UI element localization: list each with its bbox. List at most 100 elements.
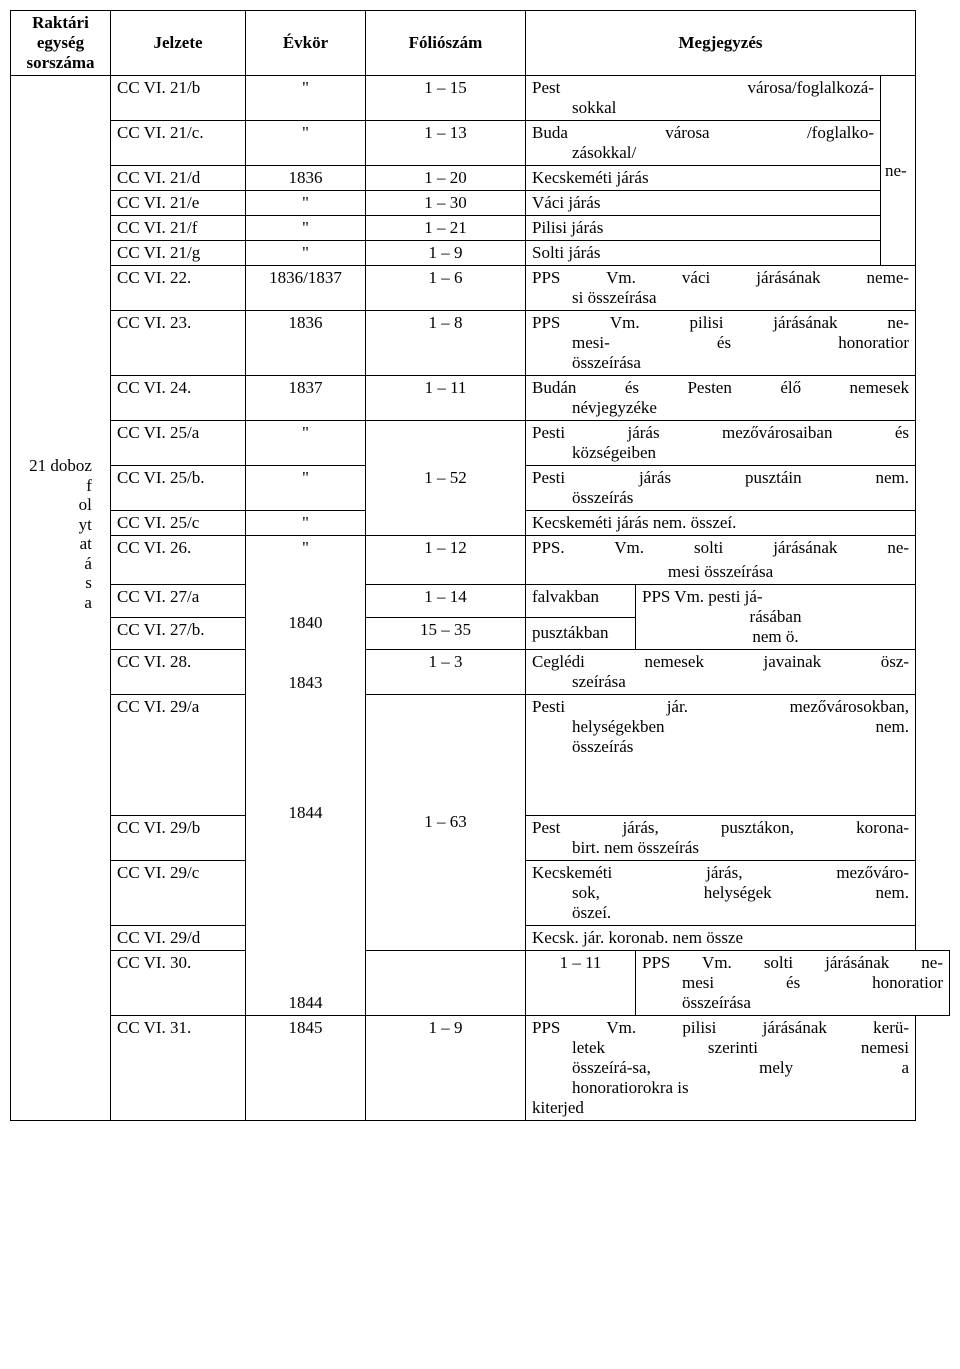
cell-evkor: 1837	[246, 376, 366, 421]
side-text: 21 doboz	[29, 456, 92, 475]
note-line: összeírása	[532, 353, 909, 373]
side-text: yt	[79, 515, 92, 534]
cell-note: Buda városa /foglalko- zásokkal/	[526, 121, 881, 166]
cell-evkor: "	[246, 421, 366, 466]
side-text: s	[85, 573, 92, 592]
cell-jelzete: CC VI. 21/c.	[111, 121, 246, 166]
cell-note: PPS Vm. pilisi járásának kerü- letek sze…	[526, 1015, 916, 1120]
cell-jelzete: CC VI. 28.	[111, 650, 246, 695]
col-raktari: Raktári egység sorszáma	[11, 11, 111, 76]
note-line: Kecskeméti járás, mezőváro-	[532, 863, 909, 883]
table-header-row: Raktári egység sorszáma Jelzete Évkör Fó…	[11, 11, 950, 76]
note-line: összeírása	[642, 993, 943, 1013]
ev-line: 1844	[252, 803, 359, 823]
side-text: a	[84, 593, 92, 612]
cell-evkor: 1836	[246, 166, 366, 191]
note-line: letek szerinti nemesi	[532, 1038, 909, 1058]
cell-folio: 1 – 15	[366, 76, 526, 121]
cell-note: Pesti járás pusztáin nem. összeírás	[526, 466, 916, 511]
note-line: mesi és honoratior	[642, 973, 943, 993]
note-line: PPS Vm. pilisi járásának kerü-	[532, 1018, 909, 1038]
note-line: PPS Vm. váci járásának neme-	[532, 268, 909, 288]
table-row: CC VI. 28. 1 – 3 Ceglédi nemesek javaina…	[11, 650, 950, 695]
cell-note: Kecskeméti járás, mezőváro- sok, helység…	[526, 860, 916, 925]
col-folioszam: Fóliószám	[366, 11, 526, 76]
cell-note: Pest városa/foglalkozá- sokkal	[526, 76, 881, 121]
table-row: mesi összeírása	[11, 560, 950, 585]
note-line: szeírása	[532, 672, 909, 692]
note-line: honoratiorokra is	[532, 1078, 909, 1098]
cell-folio	[366, 560, 526, 585]
table-row: CC VI. 24. 1837 1 – 11 Budán és Pesten é…	[11, 376, 950, 421]
cell-note: PPS Vm. solti járásának ne- mesi és hono…	[636, 950, 950, 1015]
cell-jelzete: CC VI. 25/c	[111, 511, 246, 536]
table-row: CC VI. 31. 1845 1 – 9 PPS Vm. pilisi jár…	[11, 1015, 950, 1120]
note-line: Budán és Pesten élő nemesek	[532, 378, 909, 398]
note-line: PPS Vm. pilisi járásának ne-	[532, 313, 909, 333]
cell-note: Kecskeméti járás	[526, 166, 881, 191]
note-line: PPS Vm. solti járásának ne-	[642, 953, 943, 973]
note-line: sok, helységek nem.	[532, 883, 909, 903]
ev-line: 1843	[252, 673, 359, 693]
cell-evkor: 1845	[246, 1015, 366, 1120]
cell-jelzete: CC VI. 29/c	[111, 860, 246, 925]
cell-evkor: "	[246, 121, 366, 166]
cell-evkor: "	[246, 466, 366, 511]
cell-evkor-merged: 1840 1843 1844 1844	[246, 585, 366, 1016]
cell-note: PPS Vm. váci járásának neme- si összeírá…	[526, 266, 916, 311]
side-text: at	[80, 534, 92, 553]
cell-jelzete: CC VI. 25/b.	[111, 466, 246, 511]
cell-note: Pesti jár. mezővárosokban, helységekben …	[526, 695, 916, 816]
cell-folio: 1 – 11	[526, 950, 636, 1015]
cell-sub: falvakban	[526, 585, 636, 618]
side-text: á	[84, 554, 92, 573]
cell-folio: 1 – 8	[366, 311, 526, 376]
cell-ne: ne-	[881, 76, 916, 266]
note-line: Pesti járás mezővárosaiban és	[532, 423, 909, 443]
sorszam-cell: 21 doboz f ol yt at á s a	[11, 76, 111, 1121]
cell-evkor: 1836/1837	[246, 266, 366, 311]
cell-folio: 1 – 13	[366, 121, 526, 166]
table-row: CC VI. 25/a " 1 – 52 Pesti járás mezővár…	[11, 421, 950, 466]
note-line: Buda városa /foglalko-	[532, 123, 874, 143]
cell-note: PPS. Vm. solti járásának ne-	[526, 536, 916, 561]
cell-evkor: "	[246, 216, 366, 241]
cell-folio: 1 – 12	[366, 536, 526, 561]
cell-folio: 1 – 30	[366, 191, 526, 216]
cell-jelzete: CC VI. 27/a	[111, 585, 246, 618]
col-evkor: Évkör	[246, 11, 366, 76]
table-row: CC VI. 29/a 1 – 63 Pesti jár. mezővároso…	[11, 695, 950, 816]
cell-evkor	[366, 950, 526, 1015]
table-row: CC VI. 21/f " 1 – 21 Pilisi járás	[11, 216, 950, 241]
cell-evkor: "	[246, 536, 366, 561]
table-row: CC VI. 27/a 1840 1843 1844 1844 1 – 14 f…	[11, 585, 950, 618]
cell-note: Kecsk. jár. koronab. nem össze	[526, 925, 916, 950]
grp-line: rásában	[642, 607, 909, 627]
cell-folio: 1 – 3	[366, 650, 526, 695]
cell-jelzete: CC VI. 23.	[111, 311, 246, 376]
note-line: névjegyzéke	[532, 398, 909, 418]
cell-jelzete: CC VI. 29/d	[111, 925, 246, 950]
cell-folio: 1 – 11	[366, 376, 526, 421]
note-line: kiterjed	[532, 1098, 909, 1118]
side-text: ol	[79, 495, 92, 514]
cell-jelzete	[111, 560, 246, 585]
cell-folio: 15 – 35	[366, 617, 526, 650]
cell-jelzete: CC VI. 27/b.	[111, 617, 246, 650]
cell-evkor: "	[246, 241, 366, 266]
table-row: CC VI. 26. " 1 – 12 PPS. Vm. solti járás…	[11, 536, 950, 561]
cell-jelzete: CC VI. 31.	[111, 1015, 246, 1120]
note-line: si összeírása	[532, 288, 909, 308]
cell-jelzete: CC VI. 29/a	[111, 695, 246, 816]
note-line: sokkal	[532, 98, 874, 118]
table-row: CC VI. 22. 1836/1837 1 – 6 PPS Vm. váci …	[11, 266, 950, 311]
cell-evkor: "	[246, 511, 366, 536]
cell-jelzete: CC VI. 22.	[111, 266, 246, 311]
cell-folio: 1 – 9	[366, 241, 526, 266]
cell-sub: pusztákban	[526, 617, 636, 650]
cell-jelzete: CC VI. 21/g	[111, 241, 246, 266]
cell-folio: 1 – 21	[366, 216, 526, 241]
table-row: 21 doboz f ol yt at á s a CC VI. 21/b " …	[11, 76, 950, 121]
grp-line: PPS Vm. pesti já-	[642, 587, 909, 607]
cell-note: Solti járás	[526, 241, 881, 266]
